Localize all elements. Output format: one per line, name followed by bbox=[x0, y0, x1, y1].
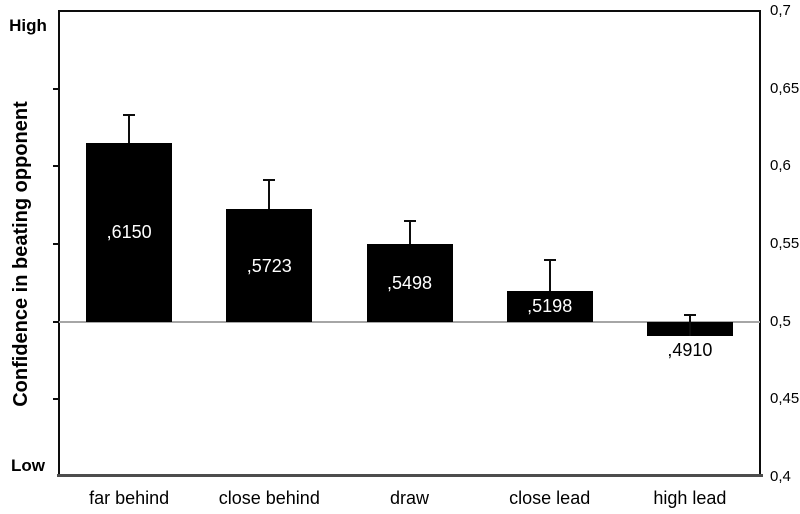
y-tick-label: 0,6 bbox=[770, 157, 791, 175]
error-bar bbox=[688, 314, 691, 336]
error-bar-cap bbox=[543, 258, 556, 261]
x-tick-label: close behind bbox=[218, 488, 320, 508]
y-tick-label: 0,4 bbox=[770, 468, 791, 485]
bar bbox=[366, 244, 453, 322]
y-tick-label: 0,55 bbox=[770, 235, 800, 252]
value-label: ,5723 bbox=[246, 255, 292, 276]
y-axis-low-label: Low bbox=[11, 456, 45, 475]
value-label: ,4910 bbox=[667, 339, 713, 360]
value-label: ,6150 bbox=[106, 222, 152, 243]
bar bbox=[86, 143, 173, 322]
error-bar-cap bbox=[403, 220, 416, 222]
x-tick-label: draw bbox=[389, 488, 429, 508]
error-bar-cap bbox=[263, 178, 276, 181]
value-label: ,5198 bbox=[527, 296, 573, 317]
error-bar bbox=[128, 115, 131, 144]
y-tick-label: 0,7 bbox=[770, 2, 791, 19]
x-tick-label: close lead bbox=[509, 488, 591, 508]
y-axis-tick bbox=[53, 87, 59, 90]
error-bar bbox=[268, 179, 271, 210]
baseline-line bbox=[59, 320, 760, 323]
x-tick-label: high lead bbox=[653, 488, 727, 508]
bar bbox=[506, 290, 593, 322]
y-axis-high-label: High bbox=[9, 16, 47, 35]
y-axis-tick bbox=[53, 243, 59, 245]
bar bbox=[226, 209, 313, 322]
plot-area-border bbox=[58, 10, 761, 477]
error-bar bbox=[408, 221, 411, 245]
x-tick-label: far behind bbox=[89, 488, 170, 508]
error-bar-cap bbox=[683, 313, 696, 316]
error-bar-cap bbox=[123, 114, 136, 117]
error-bar bbox=[548, 259, 551, 291]
y-axis-tick bbox=[53, 165, 59, 168]
y-axis-tick bbox=[53, 398, 59, 401]
y-tick-label: 0,5 bbox=[770, 312, 791, 330]
x-axis-line bbox=[57, 474, 763, 477]
value-label: ,5498 bbox=[386, 272, 433, 293]
y-axis-tick bbox=[53, 320, 59, 323]
y-axis-title: Confidence in beating opponent bbox=[10, 101, 32, 407]
y-tick-label: 0,45 bbox=[770, 390, 800, 408]
y-tick-label: 0,65 bbox=[770, 79, 800, 97]
